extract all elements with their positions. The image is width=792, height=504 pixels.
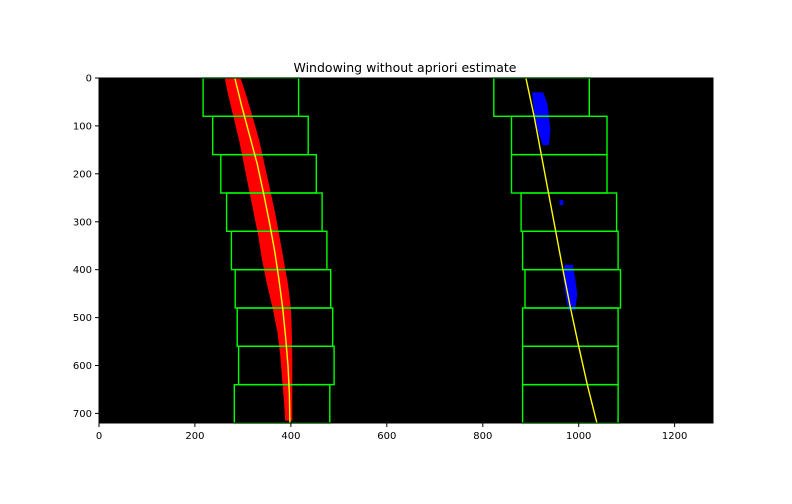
- right-lane-pixels-3: [563, 264, 578, 311]
- plot-area: [99, 78, 713, 423]
- y-tick-label-500: 500: [73, 313, 92, 324]
- left-fit-line: [234, 77, 291, 424]
- x-tick-label-600: 600: [377, 431, 396, 442]
- lane-pixels-layer: [224, 78, 578, 421]
- y-tick-label-700: 700: [73, 409, 92, 420]
- x-tick-label-800: 800: [473, 431, 492, 442]
- right-lane-pixels-2: [559, 200, 564, 205]
- x-tick-label-200: 200: [185, 431, 204, 442]
- x-tick-label-1000: 1000: [566, 431, 591, 442]
- x-tick-label-0: 0: [96, 431, 102, 442]
- polynomial-fits-layer: [234, 77, 598, 424]
- y-axis: 0 100 200 300 400 500 600 700: [73, 74, 99, 420]
- chart-title: Windowing without apriori estimate: [294, 60, 517, 75]
- y-tick-label-0: 0: [86, 74, 92, 85]
- right-fit-line: [525, 77, 598, 424]
- y-tick-label-300: 300: [73, 217, 92, 228]
- x-axis: 0 200 400 600 800 1000 1200: [96, 423, 687, 442]
- y-tick-label-400: 400: [73, 265, 92, 276]
- plot-frame: [98, 77, 714, 424]
- left-lane-pixels: [224, 78, 293, 421]
- y-tick-label-200: 200: [73, 169, 92, 180]
- x-tick-label-400: 400: [281, 431, 300, 442]
- y-tick-label-600: 600: [73, 361, 92, 372]
- x-tick-label-1200: 1200: [662, 431, 687, 442]
- right-lane-pixels-1: [532, 92, 551, 146]
- y-tick-label-100: 100: [73, 121, 92, 132]
